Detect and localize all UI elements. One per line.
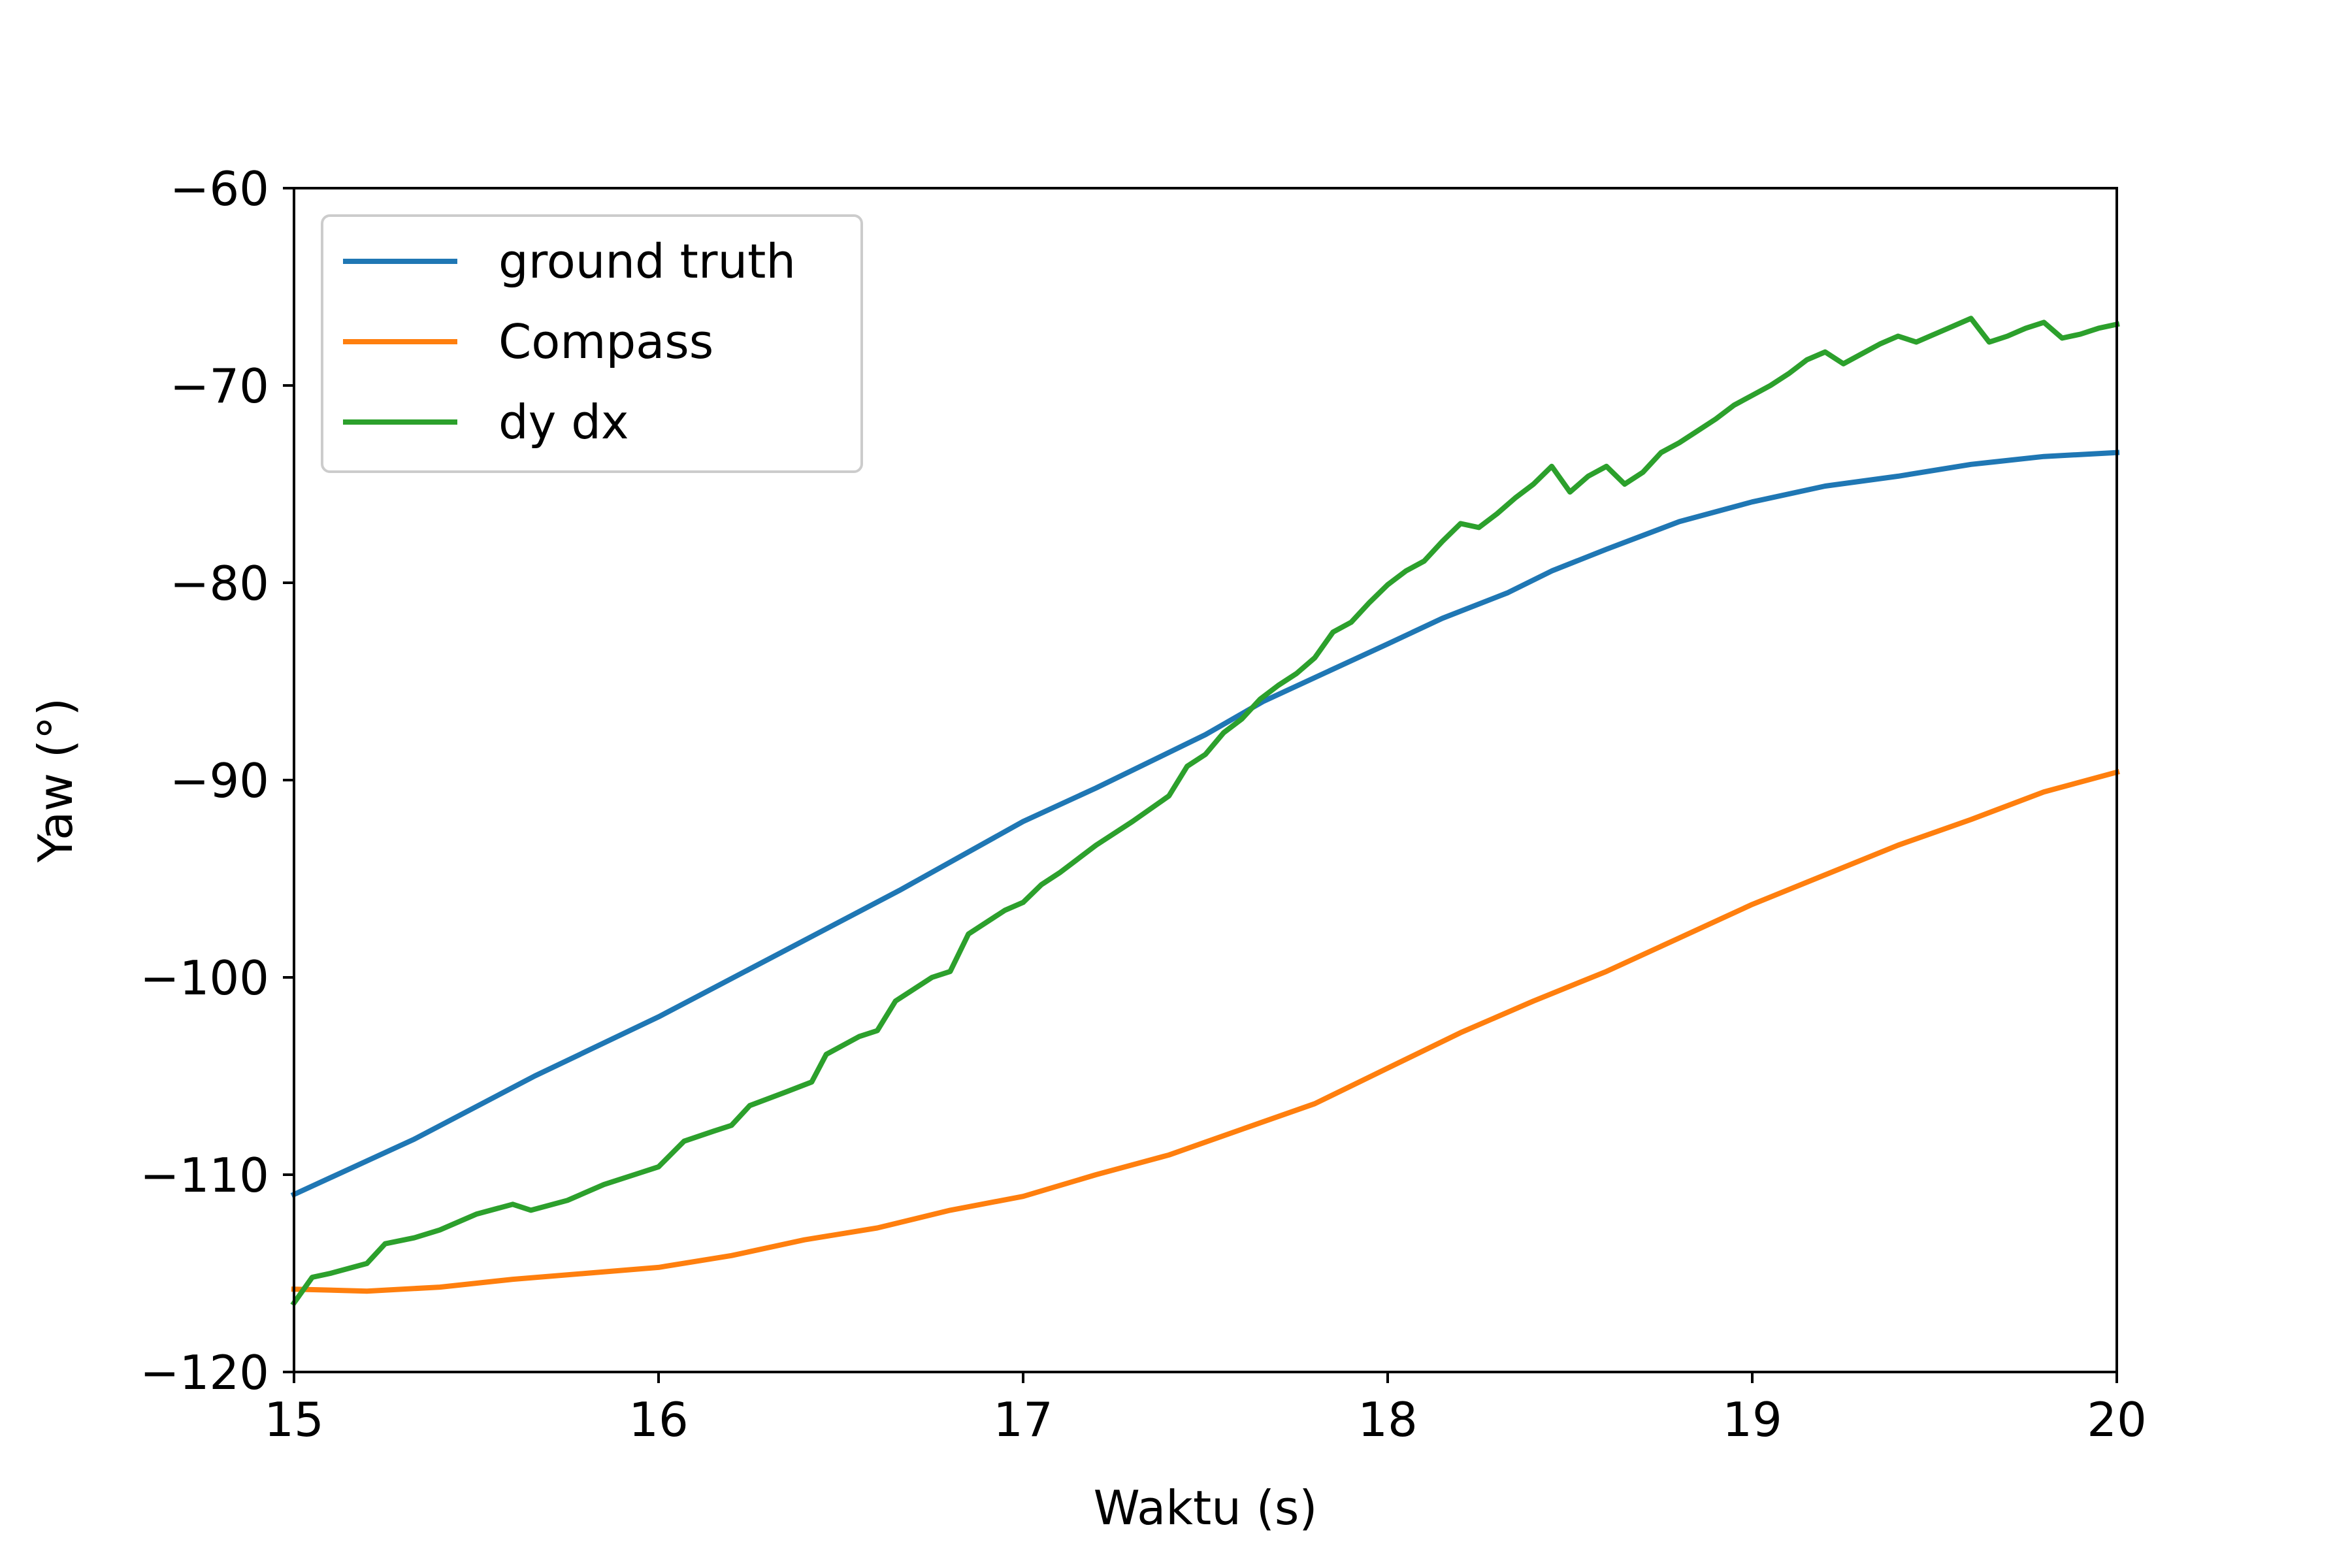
y-tick-label: −100 xyxy=(140,951,269,1005)
x-tick-label: 15 xyxy=(264,1392,324,1447)
x-tick-label: 18 xyxy=(1358,1392,1418,1447)
legend-label-1: ground truth xyxy=(498,234,796,289)
y-tick-label: −90 xyxy=(170,753,269,808)
y-tick-label: −80 xyxy=(170,556,269,611)
series-line-2 xyxy=(291,768,2120,1294)
series-line-3 xyxy=(290,316,2120,1307)
y-tick-label: −60 xyxy=(170,161,269,216)
legend: ground truth Compass dy dx xyxy=(321,214,863,473)
y-tick-label: −70 xyxy=(170,359,269,414)
x-tick-label: 17 xyxy=(993,1392,1053,1447)
legend-label-3: dy dx xyxy=(498,395,629,449)
x-axis-ticks: 15 16 17 18 19 20 xyxy=(264,1372,2147,1447)
y-tick-label: −110 xyxy=(140,1148,269,1203)
series-lines xyxy=(290,316,2120,1307)
y-axis-ticks: −120 −110 −100 −90 −80 −70 −60 xyxy=(140,161,294,1400)
x-tick-label: 20 xyxy=(2087,1392,2147,1447)
y-axis-title: Yaw (°) xyxy=(28,698,83,863)
legend-label-2: Compass xyxy=(498,314,713,369)
x-axis-title: Waktu (s) xyxy=(1094,1480,1318,1535)
x-tick-label: 16 xyxy=(629,1392,689,1447)
x-tick-label: 19 xyxy=(1722,1392,1782,1447)
legend-box xyxy=(321,214,863,473)
y-tick-label: −120 xyxy=(140,1345,269,1400)
series-line-1 xyxy=(290,449,2120,1198)
